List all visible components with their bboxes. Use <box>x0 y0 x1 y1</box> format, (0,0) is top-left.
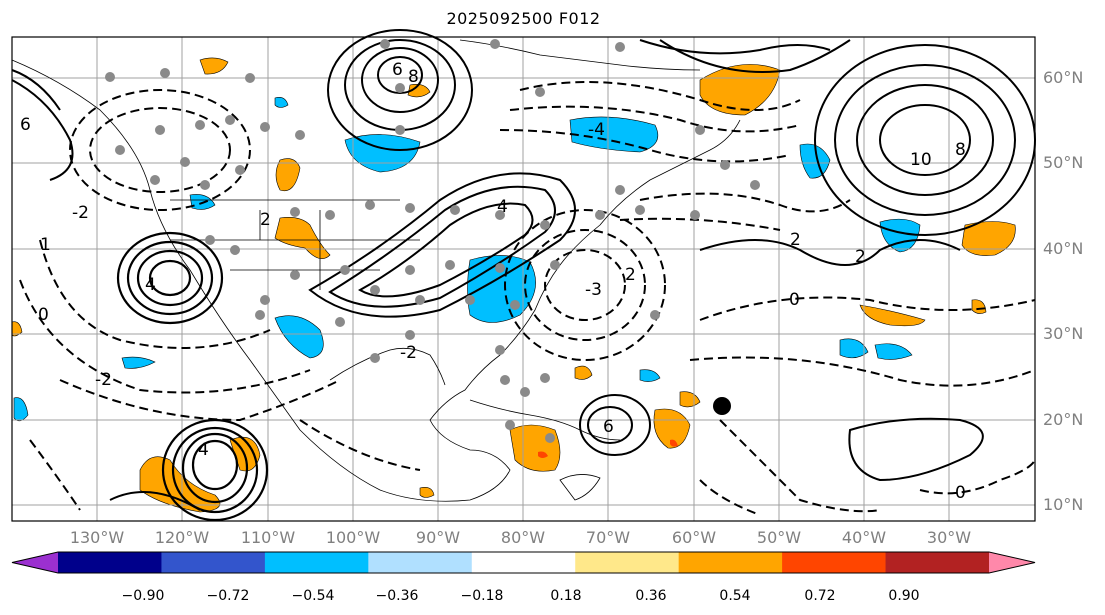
colorbar <box>11 551 1036 574</box>
contour-label: -2 <box>95 370 112 390</box>
lon-label: 80°W <box>500 528 546 547</box>
orange-blob <box>699 64 781 116</box>
orange-blob <box>653 408 691 449</box>
contour-label: -3 <box>585 280 602 300</box>
colorbar-tick-label: −0.18 <box>460 588 504 604</box>
colorbar-segment <box>471 552 576 573</box>
lon-label: 30°W <box>926 528 972 547</box>
blue-blob <box>121 356 156 369</box>
colorbar-extend-low <box>12 552 58 573</box>
contour-label: 0 <box>955 483 966 503</box>
colorbar-segment <box>678 552 783 573</box>
blue-blob <box>274 315 324 359</box>
plot-border <box>11 36 1036 522</box>
colorbar-tick-label: −0.36 <box>375 588 419 604</box>
lat-label: 40°N <box>1043 239 1084 258</box>
contour-label: 2 <box>625 265 636 285</box>
blue-blob <box>274 97 289 108</box>
orange-blob <box>274 217 331 260</box>
contour-label: 2 <box>260 210 271 230</box>
blue-blob <box>639 369 661 382</box>
lat-label: 30°N <box>1043 324 1084 343</box>
orange-blob <box>419 487 435 498</box>
contour-label: 6 <box>603 417 614 437</box>
contour-label: 0 <box>38 305 49 325</box>
dashed-contours <box>19 81 1036 516</box>
orange-blob <box>679 391 701 408</box>
colorbar-segment <box>782 552 887 573</box>
blue-blob <box>874 343 913 360</box>
contour-label: 2 <box>855 247 866 267</box>
lat-label: 20°N <box>1043 410 1084 429</box>
contour-label: -2 <box>72 203 89 223</box>
lon-label: 120°W <box>154 528 210 547</box>
lon-label: 130°W <box>69 528 125 547</box>
blue-blob <box>879 218 921 253</box>
orange-blob <box>11 321 23 337</box>
lat-label: 60°N <box>1043 68 1084 87</box>
orange-blob <box>275 158 301 192</box>
orange-blob <box>971 299 987 314</box>
colorbar-segment <box>885 552 990 573</box>
colorbar-segment <box>575 552 680 573</box>
contour-label: -4 <box>588 120 605 140</box>
colorbar-tick-label: −0.90 <box>121 588 165 604</box>
station-dots <box>105 39 760 443</box>
lat-label: 10°N <box>1043 495 1084 514</box>
colorbar-segment <box>264 552 369 573</box>
lon-label: 110°W <box>240 528 296 547</box>
orange-blob <box>961 221 1016 256</box>
lon-label: 50°W <box>756 528 802 547</box>
lon-label: 90°W <box>415 528 461 547</box>
colorbar-tick-label: 0.18 <box>550 588 582 604</box>
red-spot <box>538 451 548 458</box>
lon-label: 70°W <box>585 528 631 547</box>
colorbar-segment <box>368 552 473 573</box>
orange-blob <box>859 304 926 327</box>
contour-label: 8 <box>408 67 419 87</box>
colorbar-segment <box>58 552 162 573</box>
colorbar-tick-label: −0.72 <box>206 588 250 604</box>
colorbar-outline <box>11 551 1036 574</box>
contour-labels: 6 8 10 8 6 4 2 0 -2 -4 -2 0 2 4 6 4 2 0 … <box>20 60 966 503</box>
colorbar-tick-label: 0.54 <box>719 588 751 604</box>
storm-center-marker <box>713 397 731 415</box>
lon-label: 60°W <box>671 528 717 547</box>
colorbar-tick-label: 0.90 <box>888 588 920 604</box>
orange-blob <box>199 57 229 75</box>
contour-label: 2 <box>790 230 801 250</box>
contour-label: -2 <box>400 343 417 363</box>
colorbar-tick-label: 0.72 <box>804 588 836 604</box>
lat-label: 50°N <box>1043 153 1084 172</box>
blue-blob <box>839 338 869 359</box>
lon-label: 100°W <box>325 528 381 547</box>
colorbar-segment <box>161 552 266 573</box>
red-spot <box>670 439 678 447</box>
map-title: 2025092500 F012 <box>446 9 601 28</box>
contour-label: 6 <box>392 60 403 80</box>
contour-label: 4 <box>497 197 508 217</box>
contour-label: 4 <box>145 275 156 295</box>
colorbar-tick-label: −0.54 <box>291 588 335 604</box>
colorbar-tick-label: 0.36 <box>635 588 667 604</box>
contour-label: 10 <box>910 150 932 170</box>
contour-label: 0 <box>789 290 800 310</box>
orange-blob <box>574 365 593 380</box>
colorbar-extend-high <box>989 552 1035 573</box>
gridlines <box>12 37 1035 521</box>
lon-label: 40°W <box>841 528 887 547</box>
contour-label: 6 <box>20 115 31 135</box>
contour-label: 4 <box>198 440 209 460</box>
contour-label: 8 <box>955 140 966 160</box>
contour-label: 1 <box>40 235 51 255</box>
